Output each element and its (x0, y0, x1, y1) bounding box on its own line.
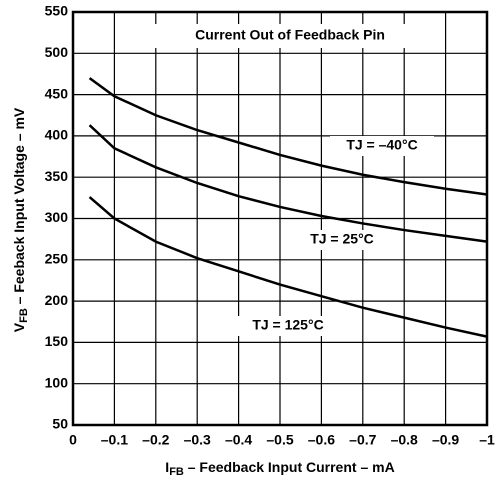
x-tick-label: –0.8 (391, 432, 418, 448)
x-label-main: I (165, 459, 169, 475)
y-tick-label: 100 (45, 374, 69, 390)
x-axis-label: IFB – Feedback Input Current – mA (165, 459, 394, 478)
x-tick-label: –0.9 (432, 432, 459, 448)
y-axis-label: VFB – Feeback Input Voltage – mV (11, 107, 30, 332)
y-tick-label: 450 (45, 85, 69, 101)
x-tick-label: –0.5 (266, 432, 293, 448)
series-line (88, 124, 488, 243)
y-label-rest: – Feeback Input Voltage – mV (11, 107, 27, 308)
y-label-main: V (11, 322, 27, 332)
series-label-bg (330, 136, 434, 156)
x-tick-label: –0.2 (142, 432, 169, 448)
chart-title: Current Out of Feedback Pin (195, 27, 385, 43)
x-tick-label: –1 (479, 432, 495, 448)
y-tick-label: 350 (45, 168, 69, 184)
series-label-bg (236, 316, 340, 336)
x-label-rest: – Feedback Input Current – mA (184, 459, 395, 475)
x-tick-label: –0.1 (101, 432, 128, 448)
series-label: TJ = 125°C (252, 317, 323, 333)
x-tick-label: –0.3 (184, 432, 211, 448)
y-tick-label: 400 (45, 127, 69, 143)
y-label-sub: FB (18, 308, 30, 323)
x-tick-label: –0.6 (308, 432, 335, 448)
y-tick-label: 550 (45, 3, 69, 19)
y-tick-label: 250 (45, 251, 69, 267)
series-label: TJ = 25°C (310, 231, 374, 247)
x-tick-label: 0 (69, 432, 77, 448)
series-label: TJ = –40°C (346, 137, 417, 153)
x-tick-label: –0.4 (225, 432, 252, 448)
x-tick-label: –0.7 (349, 432, 376, 448)
y-tick-label: 200 (45, 292, 69, 308)
plot-frame (71, 10, 489, 427)
series-label-bg (290, 230, 394, 250)
series-line (88, 77, 488, 196)
x-label-sub: FB (169, 466, 184, 478)
y-tick-label: 300 (45, 209, 69, 225)
title-box (150, 24, 430, 48)
y-tick-label: 500 (45, 44, 69, 60)
y-tick-label: 50 (52, 416, 68, 432)
y-tick-label: 150 (45, 333, 69, 349)
series-line (88, 196, 488, 338)
